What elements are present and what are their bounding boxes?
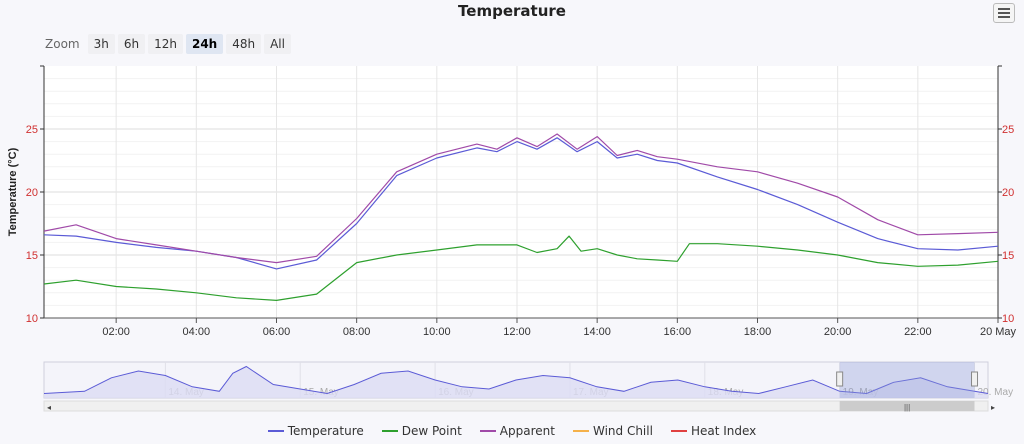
x-tick-label: 16:00 bbox=[664, 326, 692, 338]
x-tick-label: 04:00 bbox=[183, 326, 211, 338]
y-tick-label-left: 20 bbox=[26, 187, 38, 199]
legend-swatch bbox=[479, 430, 496, 432]
x-tick-label: 12:00 bbox=[503, 326, 531, 338]
navigator-handle[interactable] bbox=[836, 371, 844, 387]
navigator-scrollbar-thumb[interactable] bbox=[839, 401, 975, 411]
zoom-button-all[interactable]: All bbox=[264, 34, 291, 54]
hamburger-menu-icon[interactable] bbox=[993, 3, 1015, 23]
navigator-series-line bbox=[43, 365, 989, 395]
series-line-apparent bbox=[43, 133, 999, 264]
y-tick-label-left: 15 bbox=[26, 250, 38, 262]
legend-label: Dew Point bbox=[401, 424, 462, 438]
x-tick-label: 02:00 bbox=[102, 326, 130, 338]
zoom-button-12h[interactable]: 12h bbox=[148, 34, 183, 54]
chart-title: Temperature bbox=[458, 2, 566, 20]
zoom-button-6h[interactable]: 6h bbox=[117, 34, 146, 54]
legend-swatch bbox=[267, 430, 284, 432]
legend-item-apparent[interactable]: Apparent bbox=[479, 424, 555, 438]
zoom-label: Zoom bbox=[45, 37, 80, 51]
legend-swatch bbox=[381, 430, 398, 432]
x-tick-label: 14:00 bbox=[583, 326, 611, 338]
y-tick-label-right: 15 bbox=[1002, 250, 1014, 262]
navigator-area bbox=[44, 366, 988, 398]
legend-item-dew-point[interactable]: Dew Point bbox=[381, 424, 462, 438]
y-tick-label-left: 10 bbox=[26, 313, 38, 325]
y-axis-title: Temperature (°C) bbox=[7, 147, 19, 236]
y-tick-label-right: 20 bbox=[1002, 187, 1014, 199]
chart-legend: Temperature Dew Point Apparent Wind Chill He… bbox=[0, 424, 1024, 438]
navigator-handle[interactable] bbox=[971, 371, 979, 387]
scrollbar-grip-icon: ||| bbox=[904, 403, 910, 412]
x-tick-label: 08:00 bbox=[343, 326, 371, 338]
legend-item-wind-chill[interactable]: Wind Chill bbox=[572, 424, 653, 438]
y-tick-label-left: 25 bbox=[26, 124, 38, 136]
x-tick-label: 22:00 bbox=[904, 326, 932, 338]
x-tick-label: 20:00 bbox=[824, 326, 852, 338]
zoom-button-3h[interactable]: 3h bbox=[87, 34, 115, 54]
legend-label: Temperature bbox=[287, 424, 364, 438]
x-tick-label: 06:00 bbox=[263, 326, 291, 338]
series-line-dew-point bbox=[43, 235, 999, 301]
y-tick-label-right: 25 bbox=[1002, 124, 1014, 136]
legend-item-temperature[interactable]: Temperature bbox=[267, 424, 364, 438]
legend-label: Apparent bbox=[499, 424, 555, 438]
temperature-chart: 10 10 15 15 20 20 25 25 02:00 04:00 06:00 08:00 10:0… bbox=[7, 65, 1017, 412]
navigator-selection bbox=[839, 362, 975, 398]
zoom-button-24h[interactable]: 24h bbox=[185, 34, 224, 54]
zoom-control: Zoom 3h 6h 12h 24h 48h All bbox=[45, 34, 294, 54]
x-tick-label: 10:00 bbox=[423, 326, 451, 338]
navigator-day-label: 20. May bbox=[978, 387, 1014, 398]
legend-label: Heat Index bbox=[690, 424, 757, 438]
legend-label: Wind Chill bbox=[592, 424, 653, 438]
navigator-scrollbar-track bbox=[43, 400, 989, 412]
y-tick-label-right: 10 bbox=[1002, 313, 1014, 325]
x-tick-label: 20 May bbox=[980, 326, 1017, 338]
legend-item-heat-index[interactable]: Heat Index bbox=[670, 424, 757, 438]
legend-swatch bbox=[572, 430, 589, 432]
zoom-button-48h[interactable]: 48h bbox=[226, 34, 262, 54]
scrollbar-left-arrow-icon: ◂ bbox=[47, 403, 51, 412]
legend-swatch bbox=[670, 430, 687, 432]
x-tick-label: 18:00 bbox=[744, 326, 772, 338]
scrollbar-right-arrow-icon: ▸ bbox=[991, 403, 995, 412]
